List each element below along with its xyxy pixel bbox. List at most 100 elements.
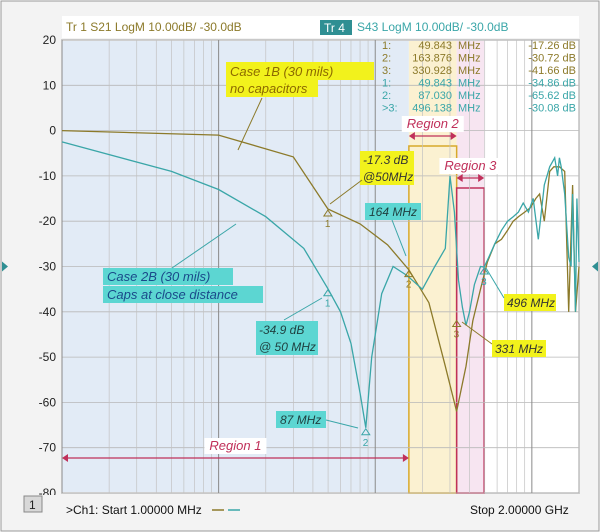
marker-table-value: -41.66 dB [528,65,576,77]
region-2-label: Region 2 [407,116,460,131]
a1-text: -17.3 dB [363,153,408,167]
marker-table-id: 1: [382,40,391,52]
marker-table-id: 1: [382,78,391,90]
a6-leader [485,267,505,299]
marker-triangle [360,427,371,436]
marker-table-freq: 163.876 [412,53,452,65]
traces [61,129,580,428]
marker-table-id: >3: [382,103,398,115]
trace4-tag-bg [320,20,352,35]
marker-table-unit: MHz [458,103,481,115]
channel-badge-bg[interactable] [23,495,43,513]
y-tick-label: -40 [39,305,57,319]
a6-bg [504,294,556,311]
marker-table: 1: 49.843 MHz -17.26 dB 2: 163.876 MHz -30.72 d… [382,40,576,115]
y-tick-label: -70 [39,441,57,455]
footer-bar [2,495,598,529]
region-2-arrow-left [408,132,415,140]
case2b-title: Case 2B (30 mils) [107,269,210,284]
marker-triangle [403,269,414,278]
marker-table-freq: 49.843 [418,40,452,52]
a3-text: -34.9 dB [259,323,304,337]
region-3-arrow-right [478,174,485,182]
a2-leader [391,219,407,257]
y-tick-label: -30 [39,260,57,274]
marker-table-unit: MHz [458,90,481,102]
a1-leader [329,179,363,205]
trace4-tag: Tr 4 [324,21,345,35]
trace4-header: S43 LogM 10.00dB/ -30.0dB [357,20,508,34]
y-tick-label: 0 [49,124,56,138]
marker-number: 1 [325,219,331,230]
marker-table-id: 2: [382,90,391,102]
case1b-title-bg [226,62,374,80]
a5-text: 331 MHz [495,342,543,356]
a6-text: 496 MHz [507,296,555,310]
marker-table-freq: 496.138 [412,103,452,115]
grid [61,39,580,494]
channel-badge[interactable]: 1 [29,498,36,512]
marker-table-unit: MHz [458,65,481,77]
a1b-bg [360,168,414,185]
annotations: Case 1B (30 mils) no capacitors Case 2B … [103,62,556,429]
a2-bg [365,203,421,220]
region-arrows: Region 1 Region 2 Region 3 [62,116,502,462]
region-3-arrow-left [456,174,463,182]
a1b-text: @50MHz [363,170,413,184]
marker-table-unit: MHz [458,78,481,90]
marker-triangle [451,319,462,328]
a3-bg [256,321,318,338]
case2b-leader [171,223,237,269]
y-tick-label: -60 [39,395,57,409]
marker-number: 3 [454,330,460,341]
case1b-sub-bg [226,80,318,97]
marker-table-unit: MHz [458,40,481,52]
a3-leader [283,297,323,321]
trace1-header: Tr 1 S21 LogM 10.00dB/ -30.0dB [66,20,242,34]
marker-table-freq: 87.030 [418,90,452,102]
a4-bg [276,411,326,428]
reference-marker-left [2,261,8,272]
region-3-label-bg [439,158,502,174]
a4-text: 87 MHz [280,413,321,427]
y-tick-label: -50 [39,350,57,364]
a1-bg [360,151,414,168]
region-2-label-bg [401,116,464,132]
marker-number: 3 [481,277,487,288]
case1b-leader [237,97,263,151]
region-1-label: Region 1 [209,438,261,453]
marker-triangle [322,288,333,297]
footer-start: >Ch1: Start 1.00000 MHz [66,503,202,517]
a3b-bg [256,338,318,355]
markers: 1 2 3 1 2 3 [322,209,490,449]
marker-table-value: -65.62 dB [528,90,576,102]
reference-marker-right [592,261,598,272]
marker-table-unit: MHz [458,53,481,65]
marker-table-id: 2: [382,53,391,65]
footer-stop: Stop 2.00000 GHz [470,503,569,517]
a5-leader [461,321,493,345]
y-tick-label: -10 [39,169,57,183]
marker-table-value: -30.72 dB [528,53,576,65]
marker-table-value: -34.86 dB [528,78,576,90]
marker-table-freq: 49.843 [418,78,452,90]
marker-table-value: -30.08 dB [528,103,576,115]
marker-triangle [322,209,333,217]
trace-2-line [61,141,580,428]
a5-bg [492,340,546,357]
y-tick-label: 10 [43,78,57,92]
case1b-sub: no capacitors [230,81,308,96]
marker-table-freq: 330.928 [412,65,452,77]
a2-text: 164 MHz [369,205,417,219]
region-1-arrow-left [62,454,68,462]
region-1-arrow-right [402,454,409,462]
marker-number: 2 [406,280,412,291]
marker-table-value: -17.26 dB [528,40,576,52]
marker-triangle [479,267,490,275]
case2b-sub: Caps at close distance [107,287,238,302]
region-3-label: Region 3 [444,158,497,173]
a4-leader [325,419,359,429]
marker-table-id: 3: [382,65,391,77]
